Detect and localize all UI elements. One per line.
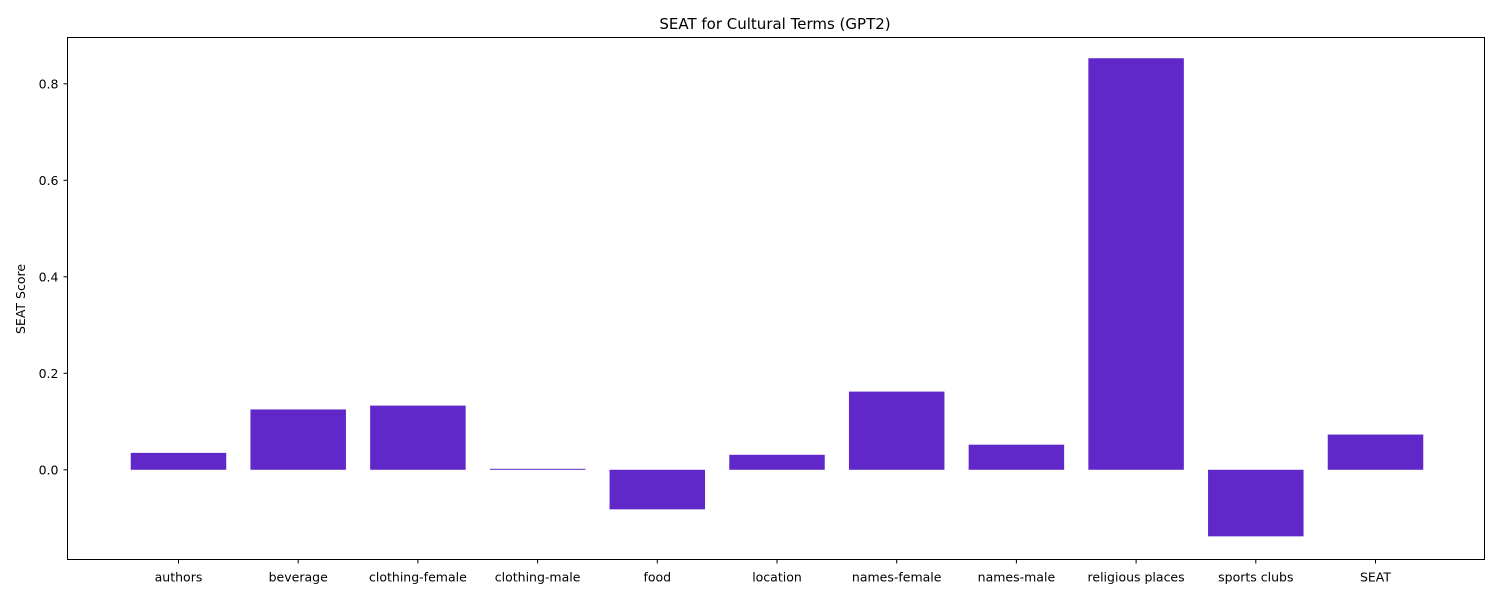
y-tick-label: 0.6 [39,173,59,188]
bar-location [729,454,825,470]
bar-food [609,469,706,510]
x-tick-label: clothing-female [369,570,467,585]
x-tick-label: sports clubs [1218,570,1293,585]
bar-authors [130,452,227,470]
chart-title: SEAT for Cultural Terms (GPT2) [659,15,890,33]
bar-names-female [848,391,945,470]
y-axis-title: SEAT Score [13,264,28,334]
bar-sports-clubs [1208,469,1304,537]
y-tick-label: 0.4 [39,269,59,284]
x-tick-label: authors [155,570,203,585]
x-tick-label: location [752,570,802,585]
bar-seat [1327,434,1424,470]
x-tick-label: beverage [269,570,328,585]
bar-beverage [250,409,346,470]
y-tick-label: 0.8 [39,76,59,91]
plot-frame [67,37,1485,560]
bar-clothing-female [370,405,466,470]
y-axis-ticks: 0.0 0.2 0.4 0.6 0.8 [39,76,68,477]
bar-religious-places [1088,58,1184,470]
bar-clothing-male [489,468,586,470]
x-tick-label: names-female [852,570,942,585]
x-tick-label: clothing-male [495,570,581,585]
x-tick-label: SEAT [1360,570,1391,585]
bars-group [130,58,1424,537]
bar-names-male [968,444,1065,470]
x-axis-ticks: authors beverage clothing-female clothing-m… [155,559,1391,585]
x-tick-label: food [643,570,671,585]
y-tick-label: 0.2 [39,366,59,381]
x-tick-label: religious places [1088,570,1185,585]
x-tick-label: names-male [978,570,1056,585]
y-tick-label: 0.0 [39,462,59,477]
